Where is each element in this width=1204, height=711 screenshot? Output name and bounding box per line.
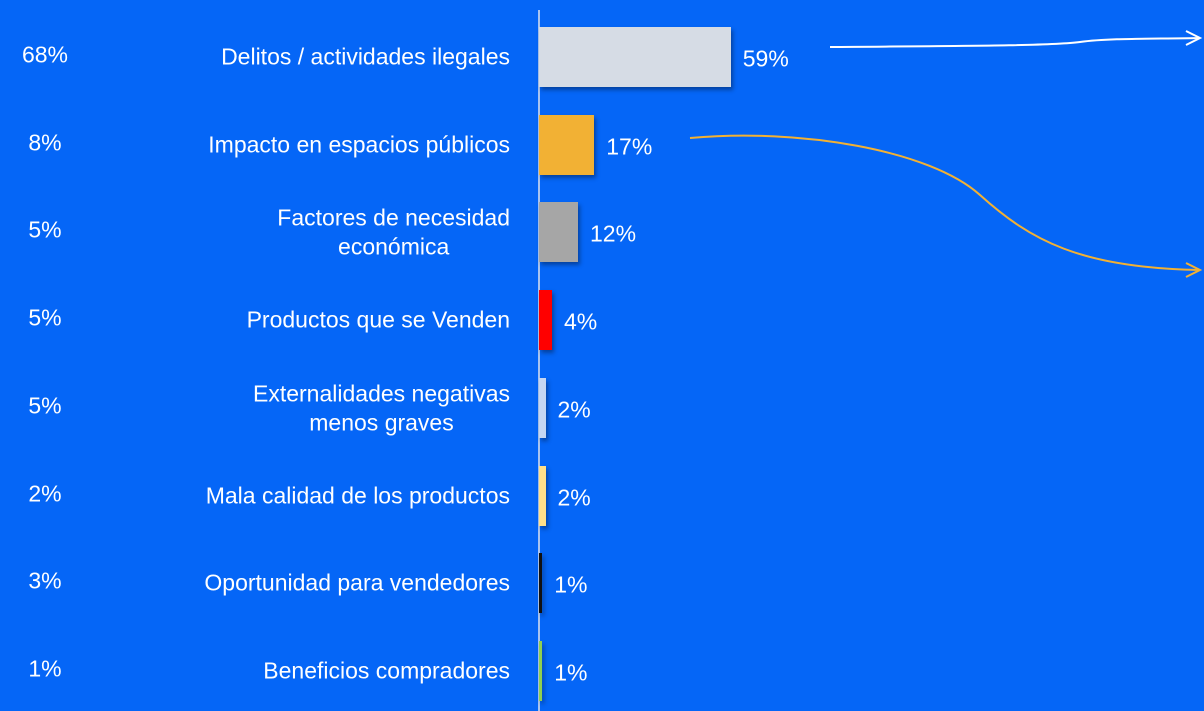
- left-value-label: 5%: [28, 217, 62, 244]
- bar: [539, 114, 595, 175]
- category-label: Impacto en espacios públicos: [208, 131, 510, 158]
- left-value-label: 5%: [28, 304, 62, 331]
- bar: [539, 553, 543, 614]
- bar: [539, 27, 731, 87]
- value-label: 4%: [564, 308, 598, 335]
- category-label: Delitos / actividades ilegales: [221, 43, 510, 70]
- left-value-label: 68%: [21, 41, 69, 68]
- category-label: Oportunidad para vendedores: [204, 569, 510, 596]
- bar: [539, 377, 546, 438]
- value-label: 2%: [557, 396, 591, 423]
- left-value-label: 3%: [28, 567, 62, 594]
- value-label: 17%: [606, 133, 653, 160]
- bar: [539, 465, 546, 526]
- left-value-label: 8%: [28, 129, 62, 156]
- value-label: 1%: [554, 659, 588, 686]
- arrow-head: [1185, 262, 1203, 278]
- value-label: 1%: [554, 571, 588, 598]
- arrow-head: [1185, 30, 1203, 46]
- arrow: [829, 37, 1201, 48]
- category-label: Externalidades negativas menos graves: [253, 380, 510, 435]
- axis-line: [538, 10, 540, 711]
- left-value-label: 1%: [28, 655, 62, 682]
- arrow: [689, 134, 1201, 271]
- bar: [539, 202, 578, 263]
- category-label: Mala calidad de los productos: [205, 482, 510, 509]
- category-label: Productos que se Venden: [246, 306, 510, 333]
- bar: [539, 290, 552, 351]
- value-label: 59%: [742, 45, 789, 72]
- category-label: Beneficios compradores: [263, 657, 510, 684]
- left-value-label: 2%: [28, 480, 62, 507]
- value-label: 12%: [590, 221, 637, 248]
- left-value-label: 5%: [28, 392, 62, 419]
- category-label: Factores de necesidad económica: [277, 204, 510, 260]
- bar: [539, 640, 543, 701]
- value-label: 2%: [557, 484, 591, 511]
